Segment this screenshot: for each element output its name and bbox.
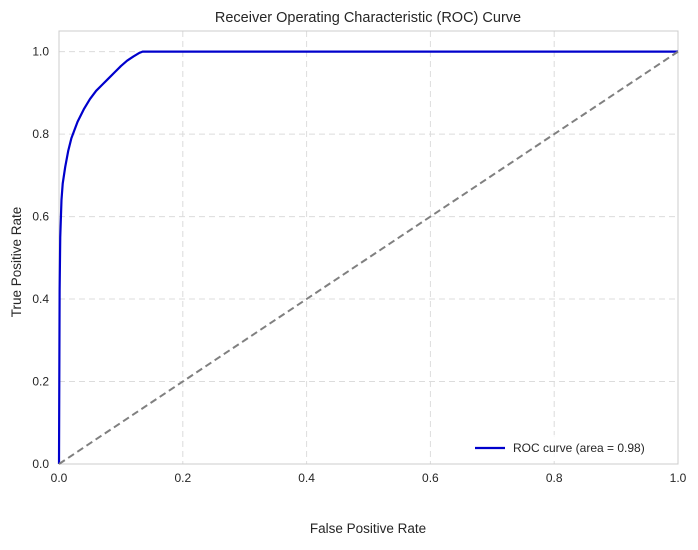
y-tick-label: 0.2 [32,375,49,389]
x-tick-label: 0.4 [298,471,315,485]
plot-frame [58,30,679,465]
x-tick-label: 0.0 [51,471,68,485]
x-tick-label: 1.0 [670,471,687,485]
y-axis-label: True Positive Rate [9,207,24,318]
x-axis-label: False Positive Rate [310,521,426,536]
y-tick-label: 0.6 [32,210,49,224]
x-tick-label: 0.2 [174,471,191,485]
chance-diagonal-line [58,50,679,465]
x-tick-label: 0.6 [422,471,439,485]
chart-title: Receiver Operating Characteristic (ROC) … [215,10,521,26]
y-tick-label: 0.0 [32,457,49,471]
series-layer [57,50,679,465]
legend-entry: ROC curve (area = 0.98) [513,441,645,455]
legend: ROC curve (area = 0.98) [467,435,672,461]
x-tick-label: 0.8 [546,471,563,485]
x-axis-ticks: 0.0 0.2 0.4 0.6 0.8 1.0 [51,471,687,485]
y-tick-label: 1.0 [32,45,49,59]
grid-lines [58,31,679,465]
plot-border [58,30,679,465]
roc-curve-line [57,50,678,465]
y-tick-label: 0.8 [32,127,49,141]
y-axis-ticks: 0.0 0.2 0.4 0.6 0.8 1.0 [32,45,49,471]
y-tick-label: 0.4 [32,292,49,306]
